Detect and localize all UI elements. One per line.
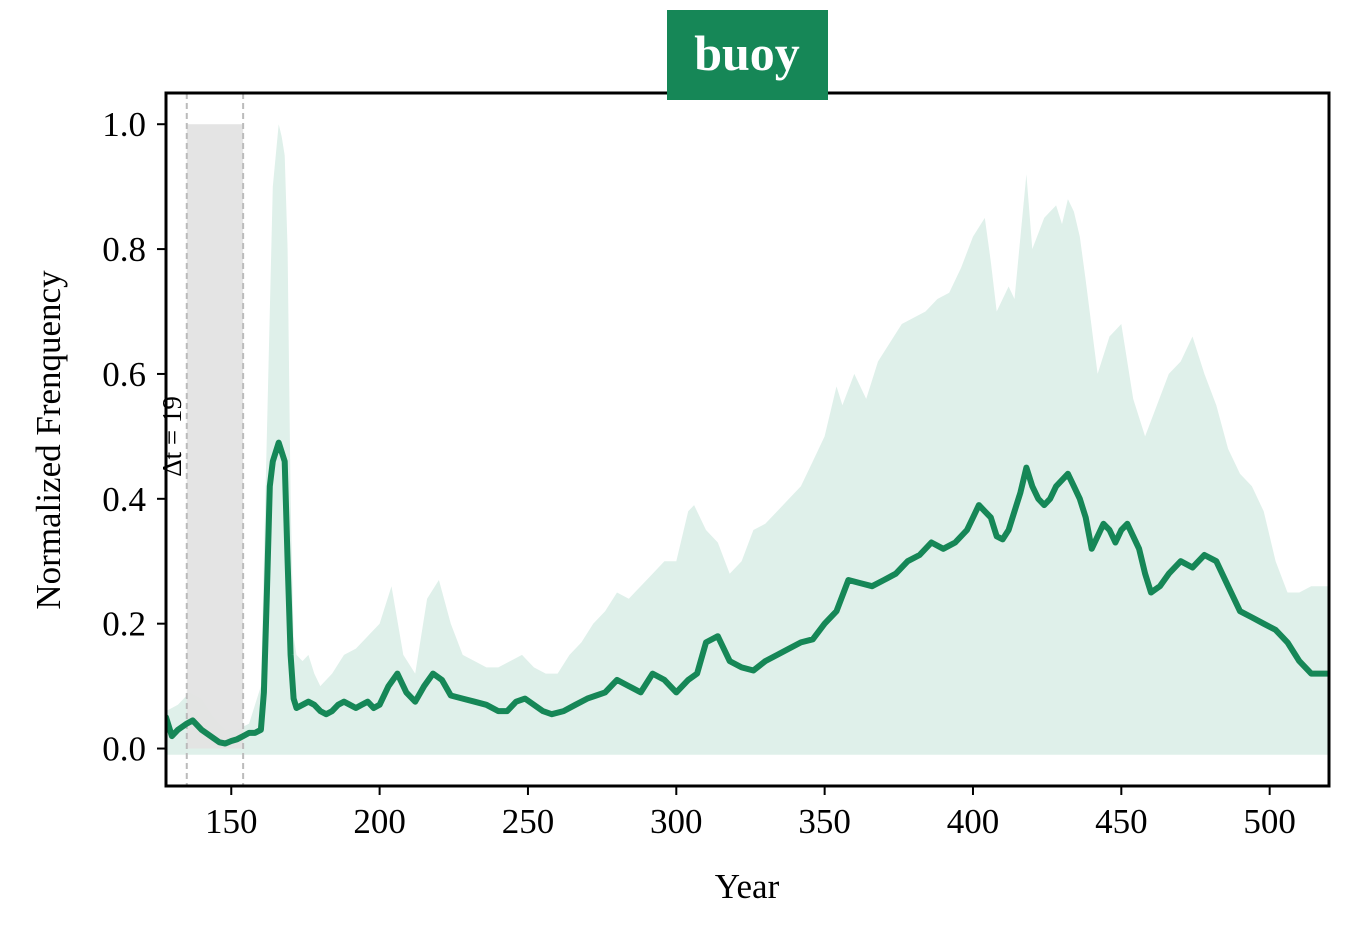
x-tick-label: 300 bbox=[650, 802, 703, 841]
x-tick-label: 250 bbox=[502, 802, 555, 841]
y-axis-ticks: 0.0 0.2 0.4 0.6 0.8 1.0 bbox=[102, 105, 166, 769]
y-tick-label: 1.0 bbox=[102, 105, 146, 144]
chart-title: buoy bbox=[694, 25, 800, 81]
series-line-0 bbox=[166, 439, 1329, 747]
y-tick-label: 0.0 bbox=[102, 730, 146, 769]
plot-area: Δt = 19 bbox=[157, 91, 1331, 788]
shaded-interval bbox=[186, 124, 244, 749]
y-tick-label: 0.2 bbox=[102, 605, 146, 644]
plot-content bbox=[166, 93, 1329, 786]
x-tick-label: 400 bbox=[947, 802, 1000, 841]
x-tick-label: 500 bbox=[1243, 802, 1296, 841]
y-tick-label: 0.4 bbox=[102, 480, 146, 519]
x-axis-ticks: 150 200 250 300 350 400 450 500 bbox=[205, 786, 1296, 841]
y-tick-label: 0.6 bbox=[102, 355, 146, 394]
y-tick-label: 0.8 bbox=[102, 230, 146, 269]
range-band bbox=[166, 124, 1329, 755]
y-axis-label: Normalized Frenquency bbox=[29, 270, 68, 610]
x-axis-label: Year bbox=[715, 867, 780, 906]
title-background bbox=[667, 10, 828, 100]
x-tick-label: 450 bbox=[1095, 802, 1148, 841]
x-tick-label: 350 bbox=[798, 802, 851, 841]
interval-annotation: Δt = 19 bbox=[157, 396, 187, 477]
x-tick-label: 150 bbox=[205, 802, 258, 841]
x-tick-label: 200 bbox=[353, 802, 406, 841]
